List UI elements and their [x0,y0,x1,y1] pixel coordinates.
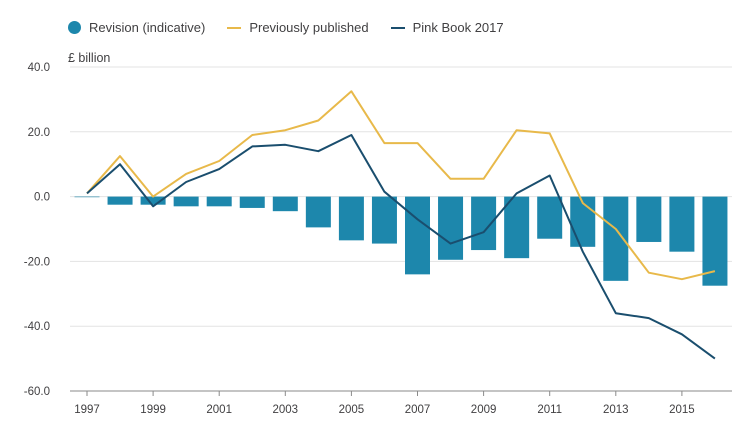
x-tick-label: 2001 [206,404,232,416]
series-lines [86,90,716,360]
revision-bar [438,196,464,260]
legend-item-pink-book-2017[interactable]: Pink Book 2017 [390,20,504,35]
revision-bar [173,196,199,207]
legend-swatch-previously-published [227,26,242,29]
revision-bar [603,196,629,281]
x-tick-label: 1999 [140,404,166,416]
y-tick-label: -20.0 [24,256,50,268]
legend-label-revision: Revision (indicative) [89,20,206,35]
y-axis-ticks: 40.0 20.0 0.0 -20.0 -40.0 -60.0 [24,62,50,398]
revision-bar [140,196,166,205]
revision-bar [74,196,100,198]
revision-bar [272,196,298,212]
revision-bars [74,196,728,286]
revision-bar [371,196,397,244]
x-tick-label: 2011 [537,404,562,416]
legend-label-pink-book-2017: Pink Book 2017 [412,20,504,35]
revision-bar [669,196,695,252]
legend-swatch-pink-book-2017 [390,26,405,29]
revision-bar [206,196,232,207]
revision-bar [338,196,364,241]
gridlines [70,66,732,392]
y-axis-unit-label: £ billion [68,51,110,65]
revision-bar [702,196,728,286]
x-tick-label: 2005 [339,404,365,416]
y-tick-label: 20.0 [28,127,50,139]
chart-legend: Revision (indicative) Previously publish… [68,20,526,35]
revision-bar [636,196,662,242]
x-tick-label: 2013 [603,404,629,416]
legend-swatch-revision [68,21,81,34]
revision-bar [305,196,331,228]
previously-published-line [86,90,716,281]
pink-book-2017-line [86,134,716,360]
x-tick-label: 1997 [74,404,100,416]
y-tick-label: 40.0 [28,62,50,74]
y-tick-label: -40.0 [24,321,50,333]
legend-label-previously-published: Previously published [249,20,369,35]
legend-item-revision[interactable]: Revision (indicative) [68,20,205,35]
y-tick-label: -60.0 [24,386,50,398]
legend-item-previously-published[interactable]: Previously published [227,20,369,35]
revision-bar [504,196,530,259]
revision-bar [239,196,265,208]
x-tick-label: 2009 [471,404,497,416]
revision-bar [405,196,430,275]
revision-bar [570,196,596,247]
x-tick-label: 2003 [273,404,299,416]
x-axis: 1997 1999 2001 2003 2005 2007 2009 2011 2013 2015 [74,391,695,416]
x-tick-label: 2007 [405,404,431,416]
revision-bar [537,196,563,239]
revision-bar [107,196,133,205]
y-tick-label: 0.0 [34,192,50,204]
x-tick-label: 2015 [669,404,695,416]
